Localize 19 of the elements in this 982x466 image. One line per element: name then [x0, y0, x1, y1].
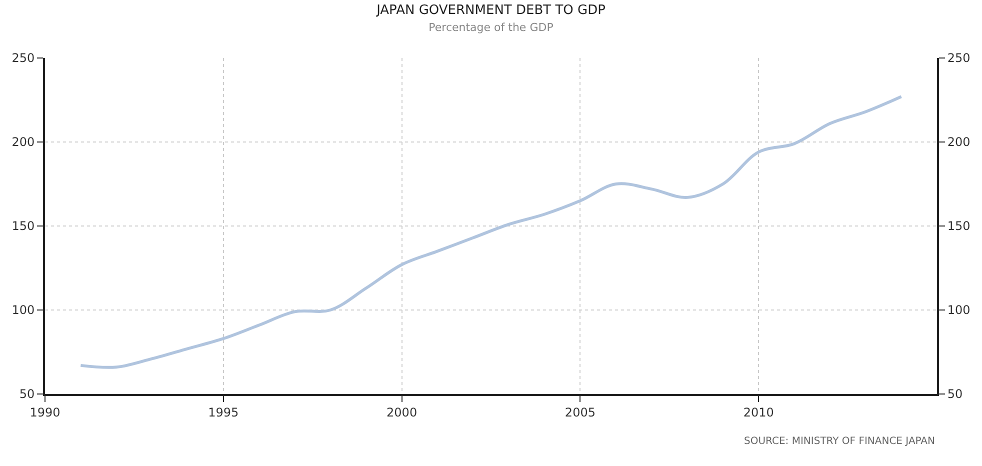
chart-title: JAPAN GOVERNMENT DEBT TO GDP: [376, 2, 606, 18]
y2-tick-label: 250: [947, 51, 970, 66]
y-tick-label: 100: [12, 303, 35, 318]
x-tick-label: 2010: [743, 405, 774, 420]
x-tick-label: 2000: [386, 405, 418, 420]
x-tick-label: 2005: [564, 405, 596, 420]
y-tick-label: 150: [12, 219, 35, 234]
y2-tick-label: 200: [947, 135, 970, 150]
source-note: SOURCE: MINISTRY OF FINANCE JAPAN: [744, 436, 936, 447]
y-tick-label: 200: [12, 135, 35, 150]
y-tick-label: 50: [19, 387, 35, 402]
y2-tick-label: 100: [947, 303, 970, 318]
y2-tick-label: 150: [947, 219, 970, 234]
x-tick-label: 1990: [30, 405, 60, 420]
y-tick-label: 250: [12, 51, 35, 66]
y2-tick-label: 50: [947, 387, 963, 402]
chart-subtitle: Percentage of the GDP: [428, 20, 554, 34]
line-series: [79, 95, 903, 369]
x-tick-label: 1995: [208, 405, 239, 420]
